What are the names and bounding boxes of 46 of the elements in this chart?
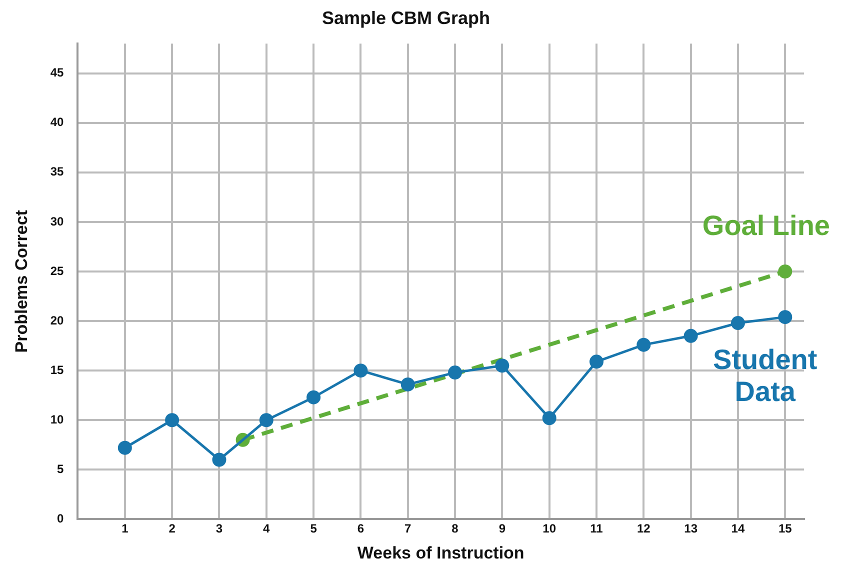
y-tick-label: 20: [50, 313, 64, 328]
x-tick-label: 1: [122, 522, 129, 536]
x-tick-label: 5: [310, 522, 318, 536]
point: [212, 452, 226, 467]
series-label: Goal Line: [702, 210, 830, 242]
point: [400, 377, 415, 392]
point: [684, 328, 698, 343]
y-tick-label: 10: [50, 412, 64, 426]
y-tick-label: 0: [57, 512, 64, 526]
point: [590, 354, 604, 369]
point: [259, 413, 274, 428]
chart-title: Sample CBM Graph: [322, 8, 490, 28]
x-tick-label: 7: [404, 522, 412, 536]
point: [354, 364, 368, 378]
x-tick-label: 4: [263, 522, 270, 536]
x-tick-label: 15: [778, 522, 792, 536]
y-tick-label: 35: [50, 164, 64, 179]
y-axis-title: Problems Correct: [12, 210, 31, 353]
x-tick-label: 8: [452, 522, 459, 536]
y-tick-label: 30: [50, 214, 64, 228]
point: [306, 390, 321, 404]
y-tick-label: 40: [50, 115, 64, 130]
x-tick-label: 11: [590, 522, 604, 536]
x-tick-label: 6: [357, 522, 364, 536]
x-tick-label: 14: [731, 522, 745, 536]
y-tick-label: 45: [50, 66, 64, 80]
y-tick-label: 5: [57, 462, 64, 476]
point: [730, 316, 745, 330]
point: [636, 338, 651, 352]
x-tick-label: 2: [168, 522, 176, 536]
point: [542, 411, 556, 426]
point: [778, 310, 792, 324]
x-tick-label: 3: [216, 522, 223, 536]
x-axis-title: Weeks of Instruction: [357, 543, 524, 562]
y-tick-label: 25: [50, 264, 64, 278]
point: [118, 440, 132, 455]
x-tick-label: 12: [636, 522, 651, 536]
point: [495, 358, 510, 373]
x-tick-label: 10: [542, 522, 556, 536]
x-tick-label: 13: [684, 522, 698, 536]
point: [448, 366, 462, 380]
y-tick-label: 15: [50, 362, 64, 377]
series-label: Student Data: [713, 344, 818, 407]
x-tick-label: 9: [498, 522, 506, 536]
point: [778, 264, 792, 278]
point: [165, 413, 180, 428]
